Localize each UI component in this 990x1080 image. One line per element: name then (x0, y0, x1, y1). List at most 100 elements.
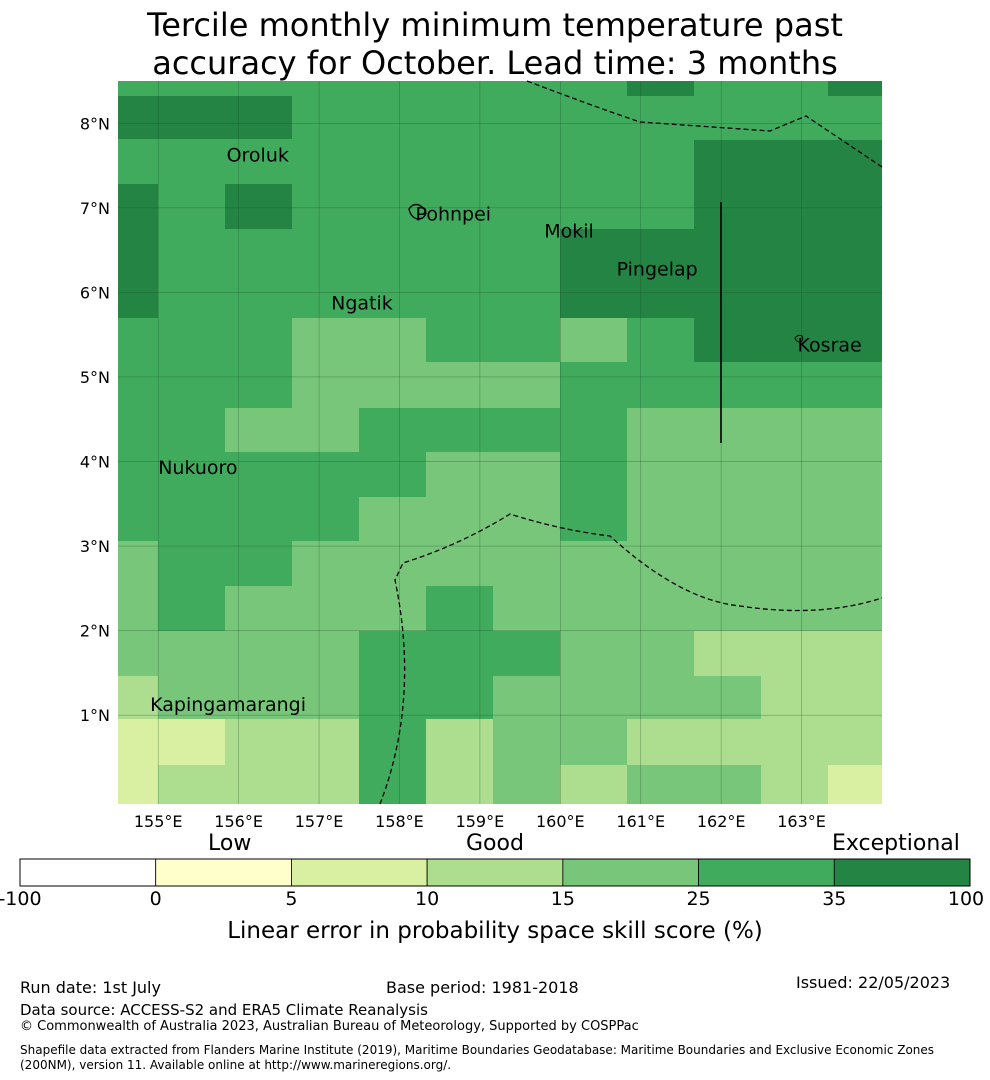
island-label: Kapingamarangi (150, 694, 306, 716)
colorbar-segment (291, 858, 428, 887)
title-line-1: Tercile monthly minimum temperature past (147, 6, 843, 44)
grid-cell (118, 765, 158, 804)
island-label: Pohnpei (416, 204, 492, 226)
grid-cell (426, 719, 493, 765)
colorbar-tick-label: 15 (550, 888, 575, 910)
grid-cell (761, 676, 882, 719)
lon-tick-label: 160°E (536, 812, 585, 831)
colorbar-tick-label: 0 (149, 888, 162, 910)
lat-tick-label: 6°N (80, 283, 110, 302)
island-label: Ngatik (331, 292, 393, 314)
grid-cell (158, 676, 359, 719)
colorbar-header-exceptional: Exceptional (832, 831, 960, 856)
grid-cell (627, 408, 882, 497)
lat-tick-label: 1°N (80, 706, 110, 725)
colorbar-tick-label: 5 (285, 888, 298, 910)
colorbar-frame (19, 858, 971, 887)
copyright: © Commonwealth of Australia 2023, Austra… (20, 1019, 639, 1034)
grid-cell (118, 719, 225, 765)
eez-boundaries (379, 80, 883, 805)
grid-cell (426, 452, 560, 497)
colorbar (19, 858, 971, 887)
grid-cell (225, 184, 292, 229)
lat-tick-label: 3°N (80, 537, 110, 556)
lon-tick-label: 158°E (375, 812, 424, 831)
grid-cell (225, 408, 359, 452)
eez-boundary-north (526, 80, 883, 168)
grid-cell (694, 140, 882, 362)
lat-tick-label: 7°N (80, 199, 110, 218)
grid-cell (292, 362, 560, 408)
lon-tick-label: 161°E (616, 812, 665, 831)
grid-cell (225, 719, 359, 765)
colorbar-tick-label: 25 (686, 888, 711, 910)
grid-cell (118, 676, 158, 719)
colorbar-segment (833, 858, 971, 887)
issued-date: Issued: 22/05/2023 (796, 973, 951, 992)
island-label: Pingelap (617, 258, 698, 280)
grid-cell (359, 497, 560, 541)
grid-cell (118, 96, 292, 139)
colorbar-segment (155, 858, 292, 887)
grid-cell (118, 631, 359, 676)
lon-tick-label: 159°E (456, 812, 505, 831)
colorbar-tick-label: 35 (822, 888, 847, 910)
grid-cell (158, 765, 359, 804)
grid-cell (292, 318, 426, 362)
grid-cell (118, 184, 158, 318)
colorbar-tick-label: -100 (0, 888, 42, 910)
grid-cell (493, 676, 761, 719)
lon-tick-label: 156°E (214, 812, 263, 831)
grid-cell (292, 81, 882, 96)
grid-cell (627, 719, 882, 765)
grid-cell (694, 631, 882, 676)
island-label: Oroluk (227, 144, 289, 166)
grid-cell (627, 81, 694, 96)
lat-tick-label: 8°N (80, 114, 110, 133)
island-label: Nukuoro (158, 457, 237, 479)
grid-cells (118, 81, 882, 804)
grid-cell (493, 719, 627, 765)
colorbar-label: Linear error in probability space skill … (227, 918, 763, 944)
grid-cell (560, 318, 627, 362)
grid-cell (118, 541, 158, 631)
map-title: Tercile monthly minimum temperature past… (0, 6, 990, 82)
island-labels: Oroluk Pohnpei Mokil Pingelap Ngatik Kosrae Nu… (150, 144, 862, 716)
grid-cell (225, 586, 426, 631)
kosrae-outline (794, 334, 804, 343)
island-label: Mokil (544, 220, 594, 242)
lon-tick-label: 157°E (295, 812, 344, 831)
lon-tick-label: 163°E (777, 812, 826, 831)
shapefile-credit: Shapefile data extracted from Flanders M… (20, 1043, 935, 1072)
grid-cell (292, 541, 882, 586)
title-line-2: accuracy for October. Lead time: 3 month… (152, 44, 838, 82)
run-date: Run date: 1st July (20, 978, 161, 997)
grid-cell (560, 229, 694, 318)
grid-cell (493, 586, 882, 631)
grid-cell (761, 765, 828, 804)
grid-cell (426, 765, 493, 804)
lat-tick-label: 5°N (80, 368, 110, 387)
skill-score-map: Oroluk Pohnpei Mokil Pingelap Ngatik Kosrae Nu… (80, 80, 883, 831)
lon-tick-label: 155°E (134, 812, 183, 831)
island-label: Kosrae (798, 335, 862, 357)
grid-cell (493, 765, 560, 804)
colorbar-header-low: Low (208, 831, 252, 856)
colorbar-segment (562, 858, 699, 887)
colorbar-segment (19, 858, 157, 887)
grid-cell (828, 81, 882, 96)
lat-tick-label: 4°N (80, 453, 110, 472)
colorbar-segment (698, 858, 835, 887)
axis-ticks: 155°E 156°E 157°E 158°E 159°E 160°E 161°E 162°E… (80, 114, 826, 831)
grid-cell (627, 765, 761, 804)
grid-cell (828, 765, 882, 804)
lon-tick-label: 162°E (697, 812, 746, 831)
colorbar-header-good: Good (466, 831, 524, 856)
colorbar-tick-label: 10 (415, 888, 440, 910)
eez-boundary-south (379, 513, 883, 805)
base-period: Base period: 1981-2018 (386, 978, 579, 997)
pohnpei-outline (408, 203, 427, 220)
grid-cell (560, 631, 694, 676)
grid-cell (560, 765, 627, 804)
colorbar-tick-label: 100 (947, 888, 985, 910)
